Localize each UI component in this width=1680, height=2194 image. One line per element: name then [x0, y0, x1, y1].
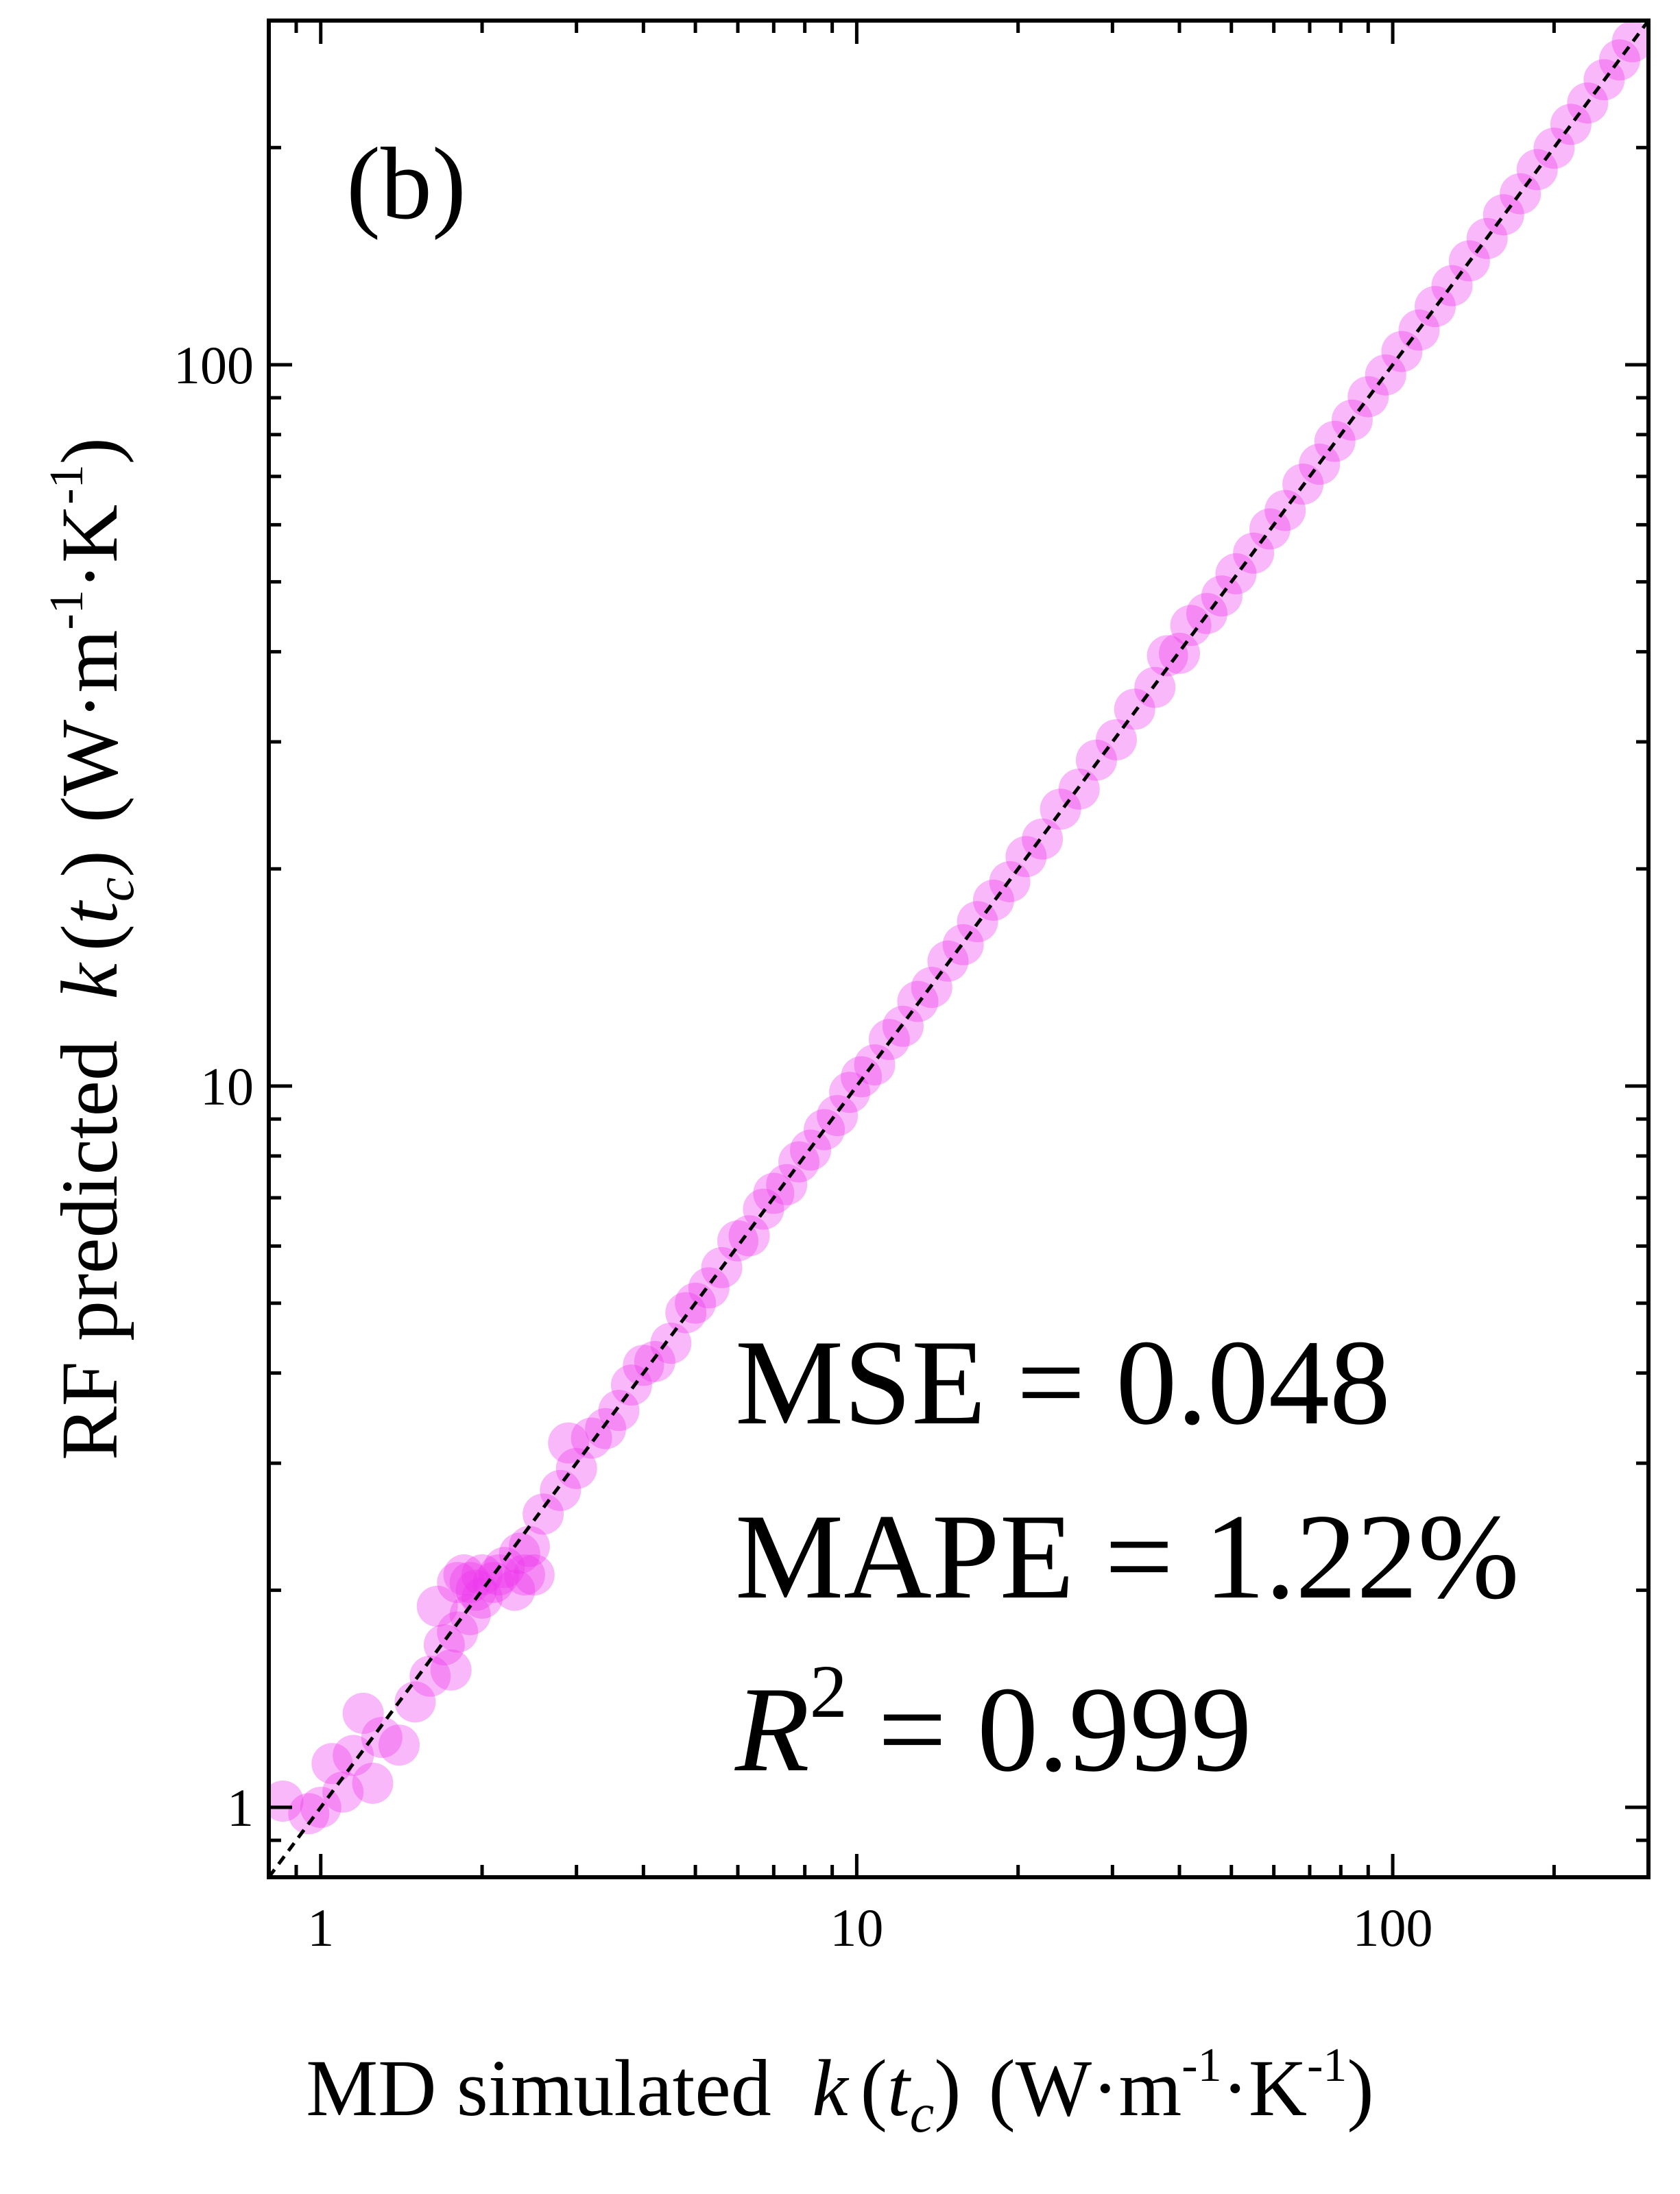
- data-point: [598, 1390, 640, 1432]
- data-point: [461, 1577, 503, 1619]
- x-tick-label: 10: [830, 1898, 883, 1957]
- data-point: [378, 1724, 420, 1766]
- axis-ticks: 1 10 100 1 10 100: [173, 19, 1651, 1957]
- x-tick-label: 1: [307, 1898, 334, 1957]
- data-point: [416, 1585, 458, 1627]
- y-axis-title: RF predicted k(tc)(W·m-1·K-1): [40, 437, 145, 1460]
- panel-label: (b): [346, 127, 466, 241]
- data-point: [1598, 39, 1640, 81]
- data-point: [423, 1624, 465, 1666]
- r2-symbol: R: [734, 1661, 810, 1797]
- data-point: [271, 1781, 304, 1822]
- reference-line: [271, 23, 1646, 1875]
- r2-exponent: 2: [810, 1650, 848, 1733]
- data-point: [430, 1649, 472, 1691]
- data-point: [513, 1554, 555, 1596]
- data-point: [972, 879, 1014, 921]
- data-point: [333, 1735, 374, 1776]
- data-point: [1550, 104, 1592, 145]
- identity-line: [271, 23, 1646, 1875]
- data-point: [437, 1562, 479, 1604]
- data-point: [311, 1743, 353, 1785]
- data-point: [717, 1220, 758, 1262]
- data-point: [728, 1215, 770, 1257]
- data-point: [1483, 194, 1524, 236]
- data-point: [1414, 286, 1456, 328]
- data-point: [508, 1526, 550, 1567]
- data-point: [461, 1554, 503, 1596]
- data-point: [1159, 632, 1201, 674]
- plot-frame: [267, 19, 1651, 1879]
- data-point: [1022, 818, 1064, 860]
- data-point: [503, 1554, 545, 1596]
- data-point: [650, 1323, 692, 1364]
- data-point: [455, 1569, 497, 1611]
- data-point: [394, 1681, 436, 1723]
- data-point: [472, 1562, 514, 1604]
- y-tick-label: 10: [200, 1057, 254, 1116]
- data-point: [437, 1611, 479, 1653]
- data-point: [766, 1164, 808, 1205]
- data-point: [1611, 23, 1646, 62]
- data-point: [942, 924, 984, 965]
- data-point: [409, 1655, 451, 1697]
- data-point: [1365, 354, 1406, 396]
- data-point: [1533, 128, 1575, 169]
- x-tick-label: 100: [1353, 1898, 1433, 1957]
- data-point: [494, 1569, 536, 1611]
- data-point: [1147, 635, 1188, 677]
- mape-annotation: MAPE = 1.22%: [735, 1488, 1520, 1624]
- mse-annotation: MSE = 0.048: [735, 1314, 1391, 1450]
- data-point: [483, 1547, 525, 1589]
- x-axis-title: MD simulated k (tc) (W·m-1·K-1): [306, 2039, 1373, 2144]
- data-point: [688, 1267, 730, 1309]
- data-point: [478, 1554, 520, 1596]
- data-point: [571, 1417, 612, 1459]
- data-point: [322, 1771, 364, 1813]
- data-point: [1170, 605, 1212, 647]
- data-point: [361, 1717, 403, 1759]
- y-tick-label: 1: [227, 1778, 254, 1837]
- data-point: [817, 1095, 859, 1137]
- data-point: [342, 1692, 384, 1734]
- data-point: [804, 1109, 845, 1150]
- data-point: [499, 1532, 540, 1574]
- r2-annotation: R2 = 0.999: [734, 1650, 1252, 1797]
- data-point: [523, 1493, 564, 1535]
- data-point: [854, 1044, 896, 1086]
- data-point: [548, 1422, 590, 1464]
- y-tick-label: 100: [173, 335, 254, 395]
- data-point: [443, 1554, 485, 1596]
- data-point: [623, 1345, 664, 1386]
- data-point: [1040, 788, 1081, 830]
- r2-value: = 0.999: [848, 1661, 1252, 1797]
- data-point: [449, 1593, 491, 1635]
- data-point: [352, 1762, 394, 1804]
- data-point: [288, 1793, 330, 1835]
